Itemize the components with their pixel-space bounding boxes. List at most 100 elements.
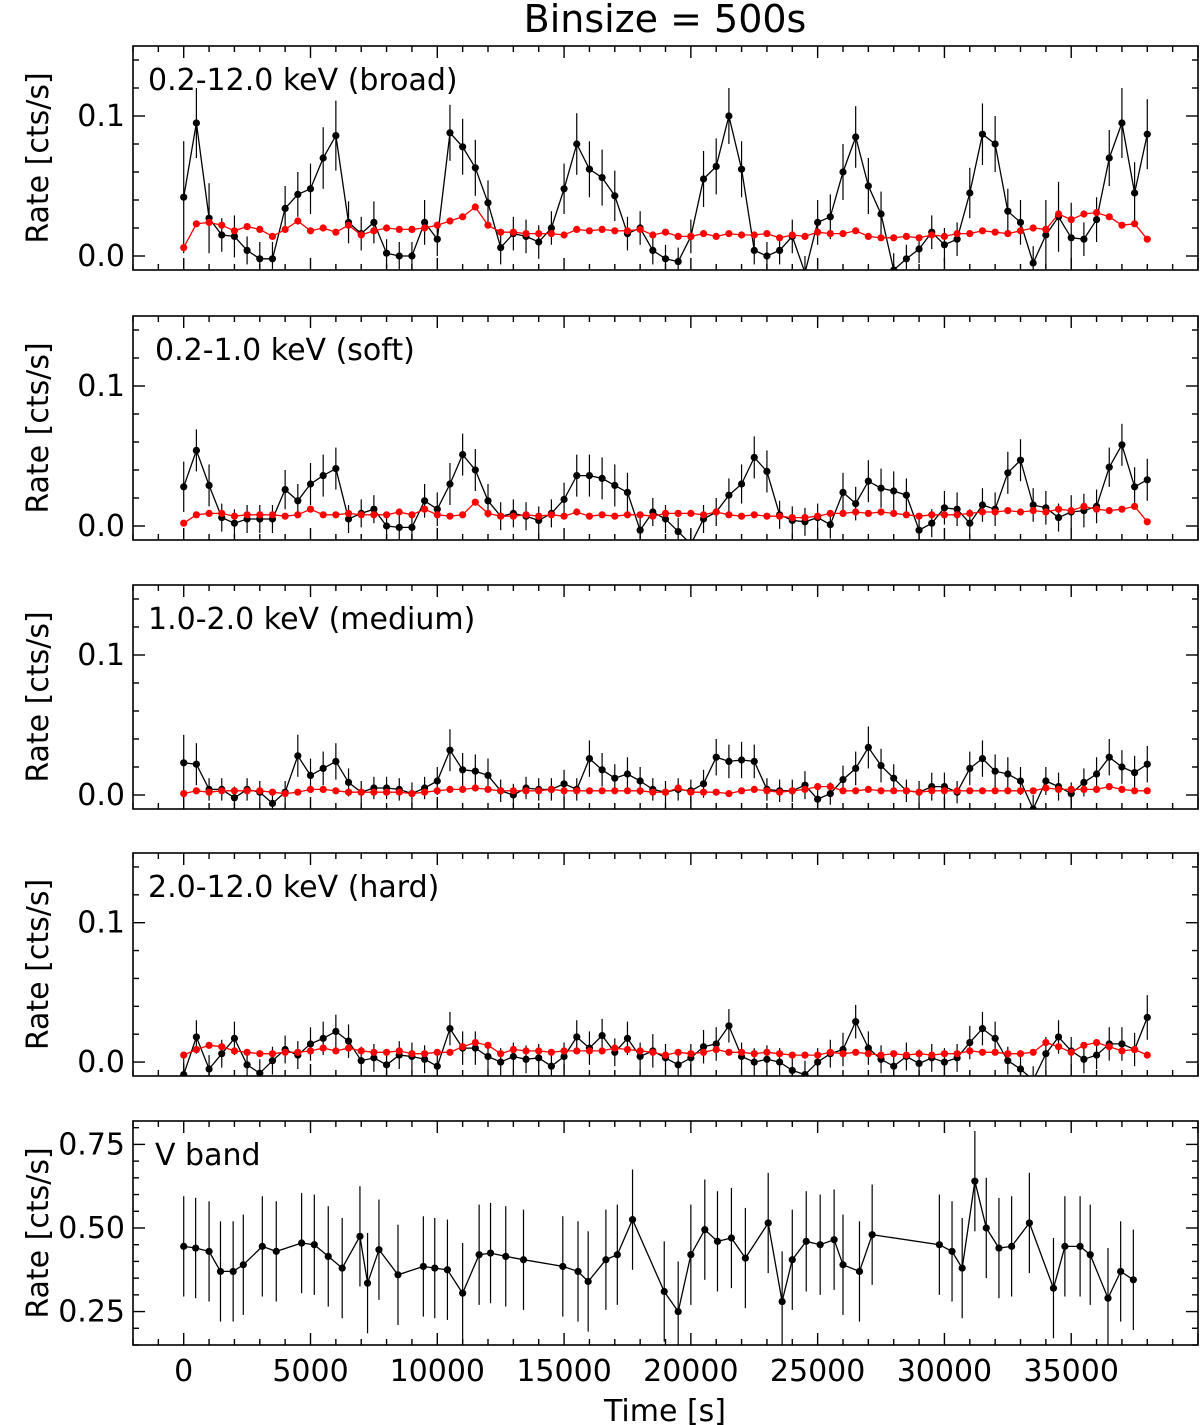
data-point [940, 787, 949, 795]
data-point [701, 1226, 709, 1234]
data-point [382, 511, 391, 519]
data-point [497, 228, 505, 236]
data-point [1016, 777, 1025, 785]
data-point [180, 193, 188, 201]
data-point [256, 1050, 264, 1058]
data-point [953, 511, 961, 519]
data-point [826, 790, 834, 798]
data-point [1076, 1242, 1084, 1250]
data-point [1143, 760, 1151, 768]
data-point [763, 1048, 771, 1056]
data-point [868, 1231, 876, 1239]
data-point [1143, 235, 1151, 243]
data-point [802, 1237, 810, 1245]
data-point [966, 519, 974, 527]
data-point [446, 217, 454, 225]
data-point [814, 218, 822, 226]
data-point [370, 1048, 378, 1056]
data-point [205, 788, 213, 796]
data-point [535, 230, 543, 238]
data-point [1016, 227, 1025, 235]
data-point [509, 228, 517, 236]
data-point [741, 1254, 749, 1262]
data-point [712, 162, 720, 170]
data-point [623, 1045, 632, 1054]
data-point [243, 1048, 251, 1056]
data-point [459, 511, 467, 519]
data-point [1143, 1013, 1151, 1022]
data-point [547, 1048, 555, 1056]
data-point [522, 1055, 530, 1063]
x-tick-label: 5000 [272, 1354, 348, 1389]
x-tick-label: 35000 [1023, 1354, 1118, 1389]
data-point [674, 1061, 682, 1069]
data-point [1105, 753, 1113, 761]
data-point [991, 508, 999, 516]
data-point [1143, 130, 1151, 138]
data-point [649, 512, 657, 520]
data-point [991, 1048, 999, 1056]
data-point [338, 1264, 346, 1272]
data-point [357, 1057, 365, 1065]
data-point [1030, 1077, 1037, 1084]
data-point [382, 249, 391, 257]
data-point [180, 483, 188, 491]
data-point [1008, 1242, 1016, 1250]
data-point [192, 1244, 200, 1252]
data-point [814, 512, 822, 520]
data-point [598, 174, 606, 182]
data-point [750, 246, 758, 254]
data-point [535, 238, 543, 246]
data-point [497, 1050, 505, 1058]
data-point [230, 1047, 239, 1055]
data-point [737, 756, 746, 764]
data-point [1092, 505, 1101, 513]
data-point [433, 221, 441, 229]
data-point [1131, 787, 1139, 795]
data-point [395, 788, 403, 796]
data-point [218, 221, 226, 229]
data-point [180, 244, 188, 252]
data-point [421, 505, 429, 513]
data-point [1016, 456, 1025, 464]
data-point [1029, 224, 1037, 232]
figure-title: Binsize = 500s [524, 0, 807, 41]
data-point [332, 228, 340, 236]
data-point [1029, 259, 1037, 267]
data-point [966, 1038, 974, 1047]
data-point [443, 1266, 452, 1274]
data-point [966, 509, 974, 517]
data-point [902, 511, 910, 519]
data-point [408, 511, 416, 519]
data-point [699, 780, 708, 788]
data-point [294, 752, 302, 760]
data-point [966, 189, 974, 197]
panel-label: 0.2-12.0 keV (broad) [148, 63, 458, 98]
y-axis-label: Rate [cts/s] [21, 1147, 56, 1318]
data-point [1129, 1276, 1137, 1284]
data-point [687, 1251, 695, 1259]
data-point [344, 221, 353, 229]
x-tick-label: 15000 [516, 1354, 611, 1389]
data-point [310, 1241, 318, 1249]
data-point [725, 790, 733, 798]
data-point [419, 1262, 427, 1271]
data-point [585, 472, 594, 480]
data-point [788, 1066, 796, 1075]
data-point [1025, 1219, 1033, 1227]
x-tick-label: 20000 [643, 1354, 738, 1389]
y-tick-label: 0.0 [77, 778, 125, 813]
data-point [522, 787, 530, 795]
data-point [509, 1045, 517, 1054]
y-tick-label: 0.0 [77, 239, 125, 274]
data-point [778, 1297, 786, 1306]
data-point [864, 1050, 872, 1058]
data-point [256, 1069, 264, 1076]
data-point [1042, 225, 1050, 233]
data-point [674, 1307, 682, 1316]
data-point [864, 182, 872, 190]
data-point [737, 787, 746, 795]
data-point [357, 231, 365, 239]
data-point [230, 227, 239, 235]
panel-data [180, 995, 1151, 1084]
